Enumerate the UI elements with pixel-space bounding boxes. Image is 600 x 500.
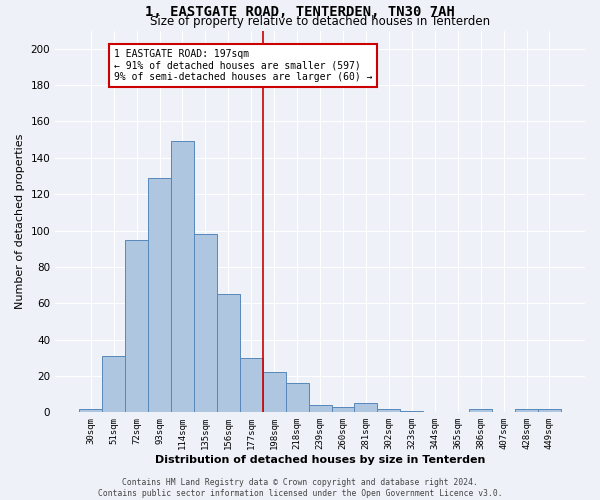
Bar (355, 403, 377, 412)
Text: 1, EASTGATE ROAD, TENTERDEN, TN30 7AH: 1, EASTGATE ROAD, TENTERDEN, TN30 7AH (145, 5, 455, 19)
Bar (515, 408, 538, 412)
Bar (194, 234, 217, 412)
Bar (240, 358, 263, 412)
Bar (332, 407, 355, 412)
Bar (263, 372, 286, 412)
Bar (469, 408, 492, 412)
Text: Contains HM Land Registry data © Crown copyright and database right 2024.
Contai: Contains HM Land Registry data © Crown c… (98, 478, 502, 498)
Bar (377, 408, 400, 412)
Bar (286, 383, 308, 412)
X-axis label: Distribution of detached houses by size in Tenterden: Distribution of detached houses by size … (155, 455, 485, 465)
Bar (171, 142, 194, 412)
Bar (308, 405, 332, 412)
Title: Size of property relative to detached houses in Tenterden: Size of property relative to detached ho… (150, 15, 490, 28)
Bar (538, 408, 561, 412)
Text: 1 EASTGATE ROAD: 197sqm
← 91% of detached houses are smaller (597)
9% of semi-de: 1 EASTGATE ROAD: 197sqm ← 91% of detache… (113, 48, 372, 82)
Bar (79, 408, 102, 412)
Y-axis label: Number of detached properties: Number of detached properties (15, 134, 25, 309)
Bar (102, 356, 125, 412)
Bar (125, 240, 148, 412)
Bar (148, 178, 171, 412)
Bar (217, 294, 240, 412)
Bar (400, 410, 423, 412)
